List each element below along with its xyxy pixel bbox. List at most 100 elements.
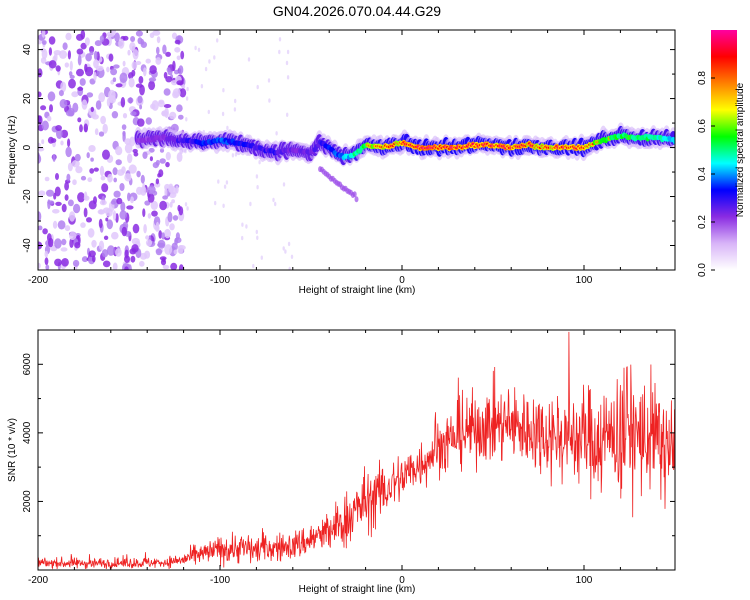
noise-speckle	[49, 104, 53, 113]
noise-speckle	[286, 49, 290, 55]
noise-speckle	[255, 174, 259, 179]
noise-speckle	[176, 55, 181, 61]
noise-speckle	[249, 201, 252, 207]
noise-speckle	[158, 230, 162, 239]
noise-speckle	[285, 60, 289, 66]
noise-speckle	[38, 91, 42, 98]
noise-speckle	[214, 200, 217, 206]
noise-speckle	[130, 36, 136, 42]
noise-speckle	[94, 40, 102, 47]
noise-speckle	[170, 262, 178, 270]
noise-speckle	[112, 262, 118, 270]
noise-speckle	[113, 64, 120, 69]
noise-speckle	[127, 264, 132, 270]
noise-speckle	[91, 114, 99, 120]
noise-speckle	[87, 177, 93, 183]
noise-speckle	[133, 151, 139, 157]
noise-speckle	[194, 45, 197, 51]
noise-speckle	[44, 250, 49, 258]
noise-speckle	[85, 53, 92, 62]
y-tick-label: -40	[22, 238, 33, 253]
noise-speckle	[79, 124, 83, 133]
noise-speckle	[38, 68, 43, 78]
noise-speckle	[256, 185, 259, 190]
y-tick-label: -20	[22, 189, 33, 204]
noise-speckle	[119, 72, 128, 84]
noise-speckle	[178, 65, 184, 75]
noise-speckle	[278, 37, 282, 42]
noise-speckle	[72, 102, 79, 113]
noise-speckle	[213, 55, 216, 60]
colorbar-ticks: 0.0 0.2 0.4 0.6 0.8	[697, 71, 715, 277]
noise-speckle	[68, 78, 76, 89]
noise-speckle	[216, 38, 219, 43]
noise-speckle	[80, 222, 86, 228]
noise-speckle	[161, 232, 165, 240]
noise-speckle	[278, 49, 281, 55]
noise-speckle	[112, 210, 117, 221]
noise-speckle	[44, 257, 49, 266]
noise-speckle	[234, 98, 237, 104]
noise-speckle	[150, 103, 156, 110]
noise-speckle	[69, 60, 73, 71]
noise-speckle	[163, 104, 172, 108]
noise-speckle	[89, 168, 95, 174]
noise-speckle	[127, 153, 133, 164]
noise-speckle	[142, 151, 148, 159]
noise-speckle	[163, 71, 168, 79]
colorbar-label: Normalized spectral amplitude	[735, 82, 746, 217]
noise-speckle	[83, 123, 89, 133]
noise-speckle	[124, 173, 132, 182]
y-tick-label: 4000	[22, 421, 33, 444]
colorbar-gradient	[711, 30, 737, 270]
noise-speckle	[174, 237, 179, 245]
noise-speckle	[88, 200, 97, 210]
noise-speckle	[55, 201, 62, 206]
noise-speckle	[122, 35, 129, 41]
noise-speckle	[286, 112, 289, 118]
noise-speckle	[77, 54, 82, 66]
noise-speckle	[139, 260, 145, 267]
noise-speckle	[147, 193, 155, 203]
noise-speckle	[52, 153, 56, 162]
noise-speckle	[137, 95, 143, 104]
noise-speckle	[81, 99, 88, 110]
x-tick-label: 100	[576, 275, 593, 286]
noise-speckle	[157, 100, 165, 108]
spectrogram-y-label: Frequency (Hz)	[7, 116, 18, 185]
noise-speckle	[156, 36, 161, 44]
noise-speckle	[102, 149, 110, 160]
noise-speckle	[208, 59, 211, 64]
noise-speckle	[164, 187, 168, 198]
noise-speckle	[72, 179, 77, 186]
noise-speckle	[175, 232, 180, 240]
noise-speckle	[181, 84, 186, 90]
noise-speckle	[41, 120, 49, 131]
noise-speckle	[114, 32, 120, 43]
noise-speckle	[162, 195, 169, 200]
noise-speckle	[159, 200, 168, 211]
noise-speckle	[83, 207, 88, 218]
noise-speckle	[115, 83, 123, 88]
noise-speckle	[105, 217, 109, 222]
noise-speckle	[245, 224, 248, 229]
noise-speckle	[148, 147, 155, 153]
noise-speckle	[67, 138, 71, 148]
y-tick-label: 20	[22, 93, 33, 105]
noise-speckle	[129, 42, 136, 51]
noise-speckle	[178, 264, 184, 270]
noise-speckle	[131, 61, 138, 70]
noise-speckle	[186, 86, 189, 92]
noise-speckle	[130, 111, 137, 116]
noise-speckle	[288, 266, 291, 270]
noise-speckle	[71, 160, 80, 168]
noise-speckle	[74, 153, 81, 162]
noise-speckle	[60, 140, 64, 146]
noise-speckle	[38, 211, 42, 222]
noise-speckle	[102, 260, 111, 268]
noise-speckle	[161, 257, 166, 263]
noise-speckle	[226, 125, 229, 131]
noise-speckle	[106, 245, 115, 256]
noise-speckle	[128, 164, 137, 174]
